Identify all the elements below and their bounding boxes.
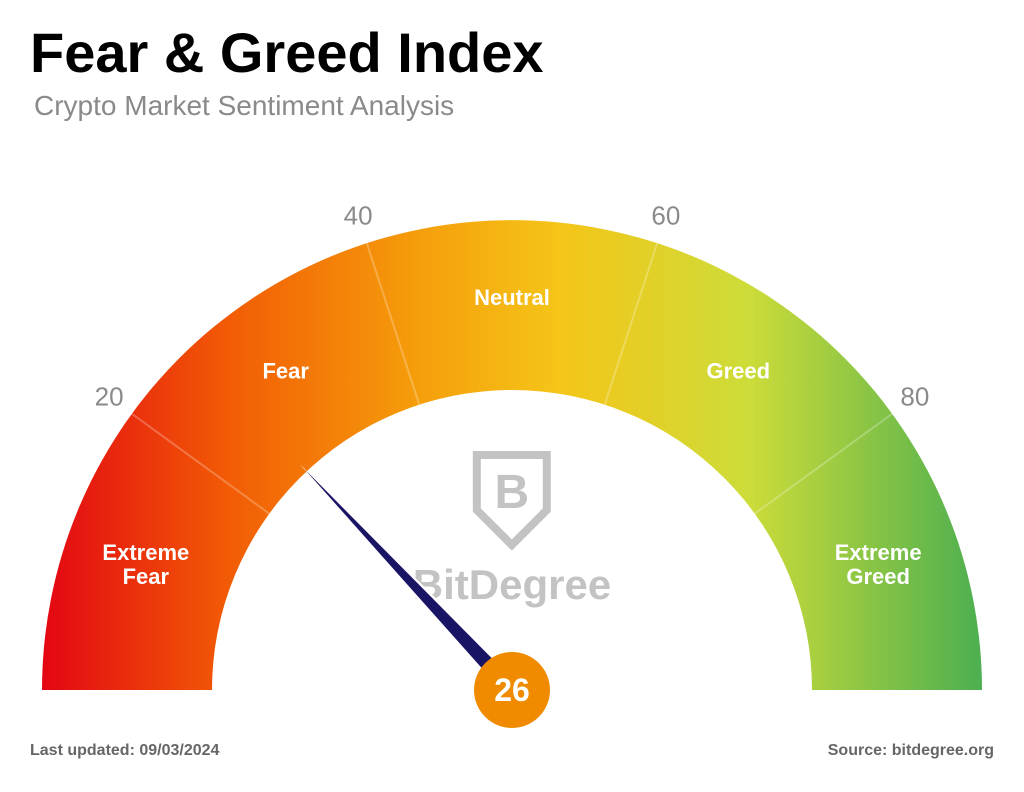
page-subtitle: Crypto Market Sentiment Analysis xyxy=(34,90,454,122)
gauge-value: 26 xyxy=(494,672,530,708)
gauge-tick-label: 60 xyxy=(651,200,680,230)
gauge-segment-label: Neutral xyxy=(474,285,550,310)
gauge-tick-label: 20 xyxy=(95,381,124,411)
gauge-needle xyxy=(304,468,518,695)
gauge-tick-label: 40 xyxy=(344,200,373,230)
gauge-segment-label: ExtremeGreed xyxy=(835,540,922,589)
gauge-segment-label: Fear xyxy=(262,359,309,384)
gauge-segment-label: Greed xyxy=(707,359,771,384)
last-updated-label: Last updated: 09/03/2024 xyxy=(30,742,219,760)
gauge-tick-label: 80 xyxy=(900,381,929,411)
page-title: Fear & Greed Index xyxy=(30,20,544,85)
source-label: Source: bitdegree.org xyxy=(828,742,994,760)
gauge-chart: ExtremeFearFearNeutralGreedExtremeGreed2… xyxy=(30,160,994,740)
